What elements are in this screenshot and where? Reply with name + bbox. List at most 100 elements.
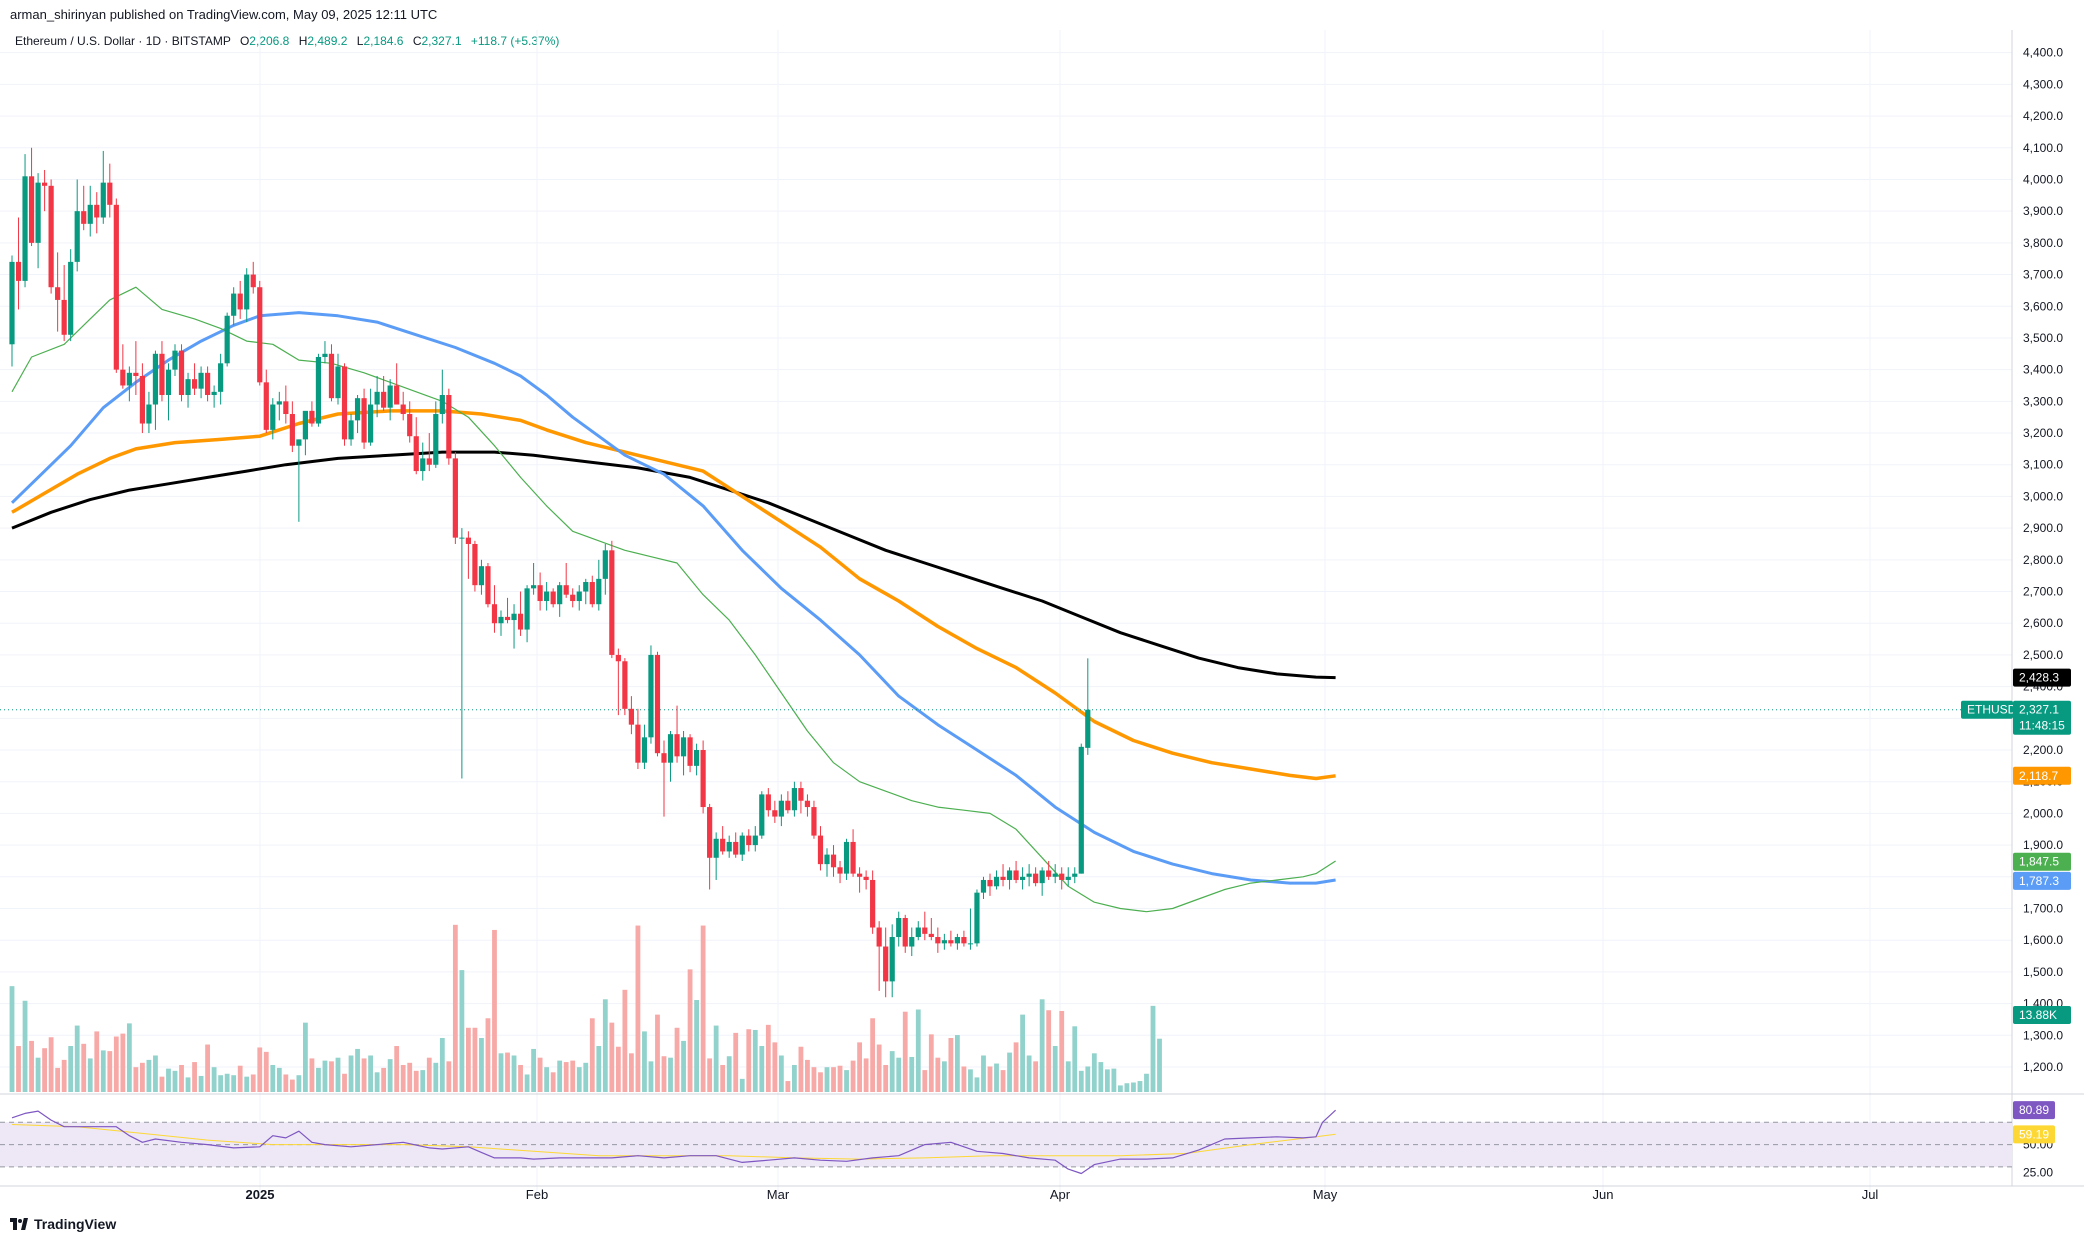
volume-bar	[609, 1022, 615, 1092]
volume-bar	[303, 1022, 308, 1092]
candle-body	[589, 582, 595, 605]
time-tick-label: Mar	[767, 1187, 790, 1202]
volume-bar	[439, 1037, 445, 1092]
volume-bar	[544, 1067, 550, 1092]
volume-bar	[185, 1077, 191, 1092]
volume-bar	[681, 1040, 686, 1092]
volume-bar	[498, 1053, 504, 1092]
candle-body	[270, 404, 276, 430]
volume-bar	[922, 1070, 928, 1092]
candle-body	[648, 654, 654, 738]
volume-bar	[583, 1062, 589, 1092]
candle-body	[1065, 876, 1071, 880]
candlesticks[interactable]	[9, 147, 1091, 998]
volume-bar	[9, 986, 15, 1092]
volume-bar	[876, 1044, 882, 1092]
volume-bar	[140, 1062, 145, 1092]
candle-body	[557, 585, 563, 605]
moving-averages	[0, 286, 2012, 913]
candle-body	[74, 211, 80, 262]
candle-body	[133, 372, 139, 376]
volume-bar	[974, 1077, 980, 1092]
candle-body	[531, 585, 537, 589]
candle-body	[100, 182, 106, 218]
candle-body	[928, 933, 934, 938]
volume-bar	[466, 1027, 471, 1092]
volume-bar	[831, 1067, 836, 1092]
volume-bar	[250, 1074, 256, 1092]
volume-bar	[1118, 1085, 1123, 1092]
candle-body	[205, 372, 211, 396]
volume-bar	[1104, 1069, 1110, 1092]
volume-bar	[126, 1023, 132, 1092]
candle-body	[726, 841, 732, 852]
open-label: O	[239, 34, 250, 48]
candle-body	[883, 946, 889, 982]
volume-bar	[146, 1059, 152, 1092]
candle-body	[563, 585, 569, 595]
candle-body	[15, 261, 22, 281]
candle-body	[309, 410, 315, 424]
volume-bar	[889, 1051, 895, 1092]
volume-bar	[179, 1064, 184, 1092]
volume-bar	[518, 1064, 523, 1092]
candle-body	[413, 436, 419, 472]
volume-bar	[576, 1067, 582, 1092]
volume-bar	[635, 925, 641, 1092]
candle-body	[694, 750, 700, 766]
candle-body	[863, 876, 869, 880]
symbol-title[interactable]: Ethereum / U.S. Dollar · 1D · BITSTAMP	[15, 34, 231, 48]
volume-bar	[120, 1033, 126, 1092]
volume-badge-text: 13.88K	[2019, 1008, 2057, 1022]
candle-body	[465, 537, 471, 544]
candle-body	[491, 604, 498, 624]
candle-body	[1059, 873, 1065, 880]
candle-body	[283, 401, 289, 415]
volume-bar	[733, 1032, 739, 1092]
candle-body	[628, 708, 634, 725]
candle-body	[107, 182, 113, 205]
candle-body	[909, 937, 915, 947]
volume-bar	[896, 1057, 902, 1092]
volume-bar	[244, 1076, 250, 1092]
low-value: 2,184.6	[363, 34, 404, 48]
volume-bar	[759, 1046, 765, 1092]
ma-blue-line	[10, 311, 1336, 885]
candle-body	[198, 372, 204, 389]
volume-bar	[928, 1034, 934, 1092]
candle-body	[165, 369, 172, 396]
volume-bar	[283, 1074, 289, 1092]
volume-bar	[994, 1063, 999, 1092]
volume-bar	[1052, 1046, 1058, 1092]
volume-bar	[22, 1000, 28, 1092]
volume-bar	[329, 1061, 334, 1092]
candle-body	[954, 937, 960, 944]
grid-lines	[0, 30, 2084, 1198]
volume-bar	[309, 1058, 315, 1092]
volume-bar	[987, 1066, 993, 1092]
price-tick-label: 4,200.0	[2023, 109, 2063, 123]
candle-body	[1006, 870, 1013, 880]
volume-bar	[355, 1048, 360, 1092]
rsi-pane[interactable]	[0, 1109, 2012, 1175]
volume-bar	[642, 1031, 647, 1092]
candle-body	[250, 274, 256, 288]
volume-bar	[857, 1042, 862, 1092]
candle-body	[857, 873, 863, 877]
volume-bar	[713, 1025, 719, 1092]
price-tick-label: 4,000.0	[2023, 172, 2063, 186]
volume-bar	[113, 1036, 119, 1092]
candle-body	[967, 943, 974, 945]
volume-bar	[648, 1061, 654, 1092]
volume-bar	[622, 989, 628, 1092]
price-tick-label: 3,100.0	[2023, 458, 2063, 472]
price-tick-label: 2,800.0	[2023, 553, 2063, 567]
candle-body	[961, 937, 967, 944]
volume-bar	[655, 1014, 660, 1092]
candle-body	[257, 287, 263, 383]
volume-bar	[1111, 1068, 1117, 1092]
candle-body	[654, 654, 661, 754]
volume-bar	[61, 1059, 67, 1092]
tradingview-logo[interactable]: TradingView	[10, 1216, 116, 1232]
